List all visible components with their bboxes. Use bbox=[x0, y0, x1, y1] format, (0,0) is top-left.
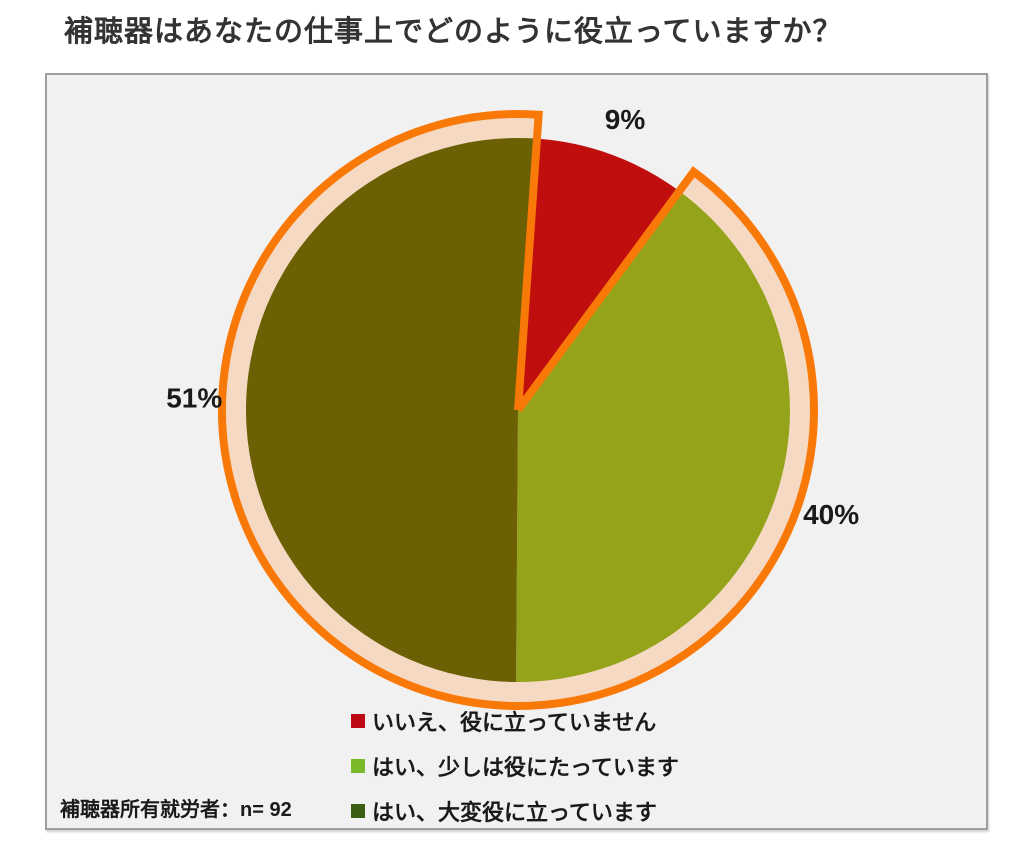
slice-value-label: 40% bbox=[803, 499, 859, 530]
legend-item: はい、少しは役にたっています bbox=[351, 752, 679, 780]
legend-label: いいえ、役に立っていません bbox=[372, 710, 657, 735]
legend-label: はい、大変役に立っています bbox=[372, 800, 657, 825]
pie-slice-3 bbox=[245, 137, 537, 682]
legend-swatch-little-help bbox=[351, 759, 365, 773]
legend-item: いいえ、役に立っていません bbox=[351, 707, 679, 735]
ring-outline bbox=[218, 110, 818, 710]
slice-value-label: 51% bbox=[166, 383, 222, 414]
chart-panel: 9% 40% 51% いいえ、役に立っていません はい、少しは役にたっています はい… bbox=[45, 73, 988, 830]
legend-label: はい、少しは役にたっています bbox=[372, 755, 679, 780]
sample-size-note: 補聴器所有就労者：n= 92 bbox=[60, 799, 292, 821]
chart-legend: いいえ、役に立っていません はい、少しは役にたっています はい、大変役に立ってい… bbox=[351, 707, 679, 825]
legend-swatch-no-help bbox=[351, 714, 365, 728]
slice-value-label: 9% bbox=[605, 104, 646, 135]
page-title: 補聴器はあなたの仕事上でどのように役立っていますか？ bbox=[64, 16, 843, 48]
pie-slice-1 bbox=[518, 138, 680, 410]
pie-chart: 9% 40% 51% bbox=[166, 104, 859, 710]
legend-item: はい、大変役に立っています bbox=[351, 797, 679, 825]
pie-slice-2 bbox=[516, 191, 790, 682]
legend-swatch-great-help bbox=[351, 804, 365, 818]
